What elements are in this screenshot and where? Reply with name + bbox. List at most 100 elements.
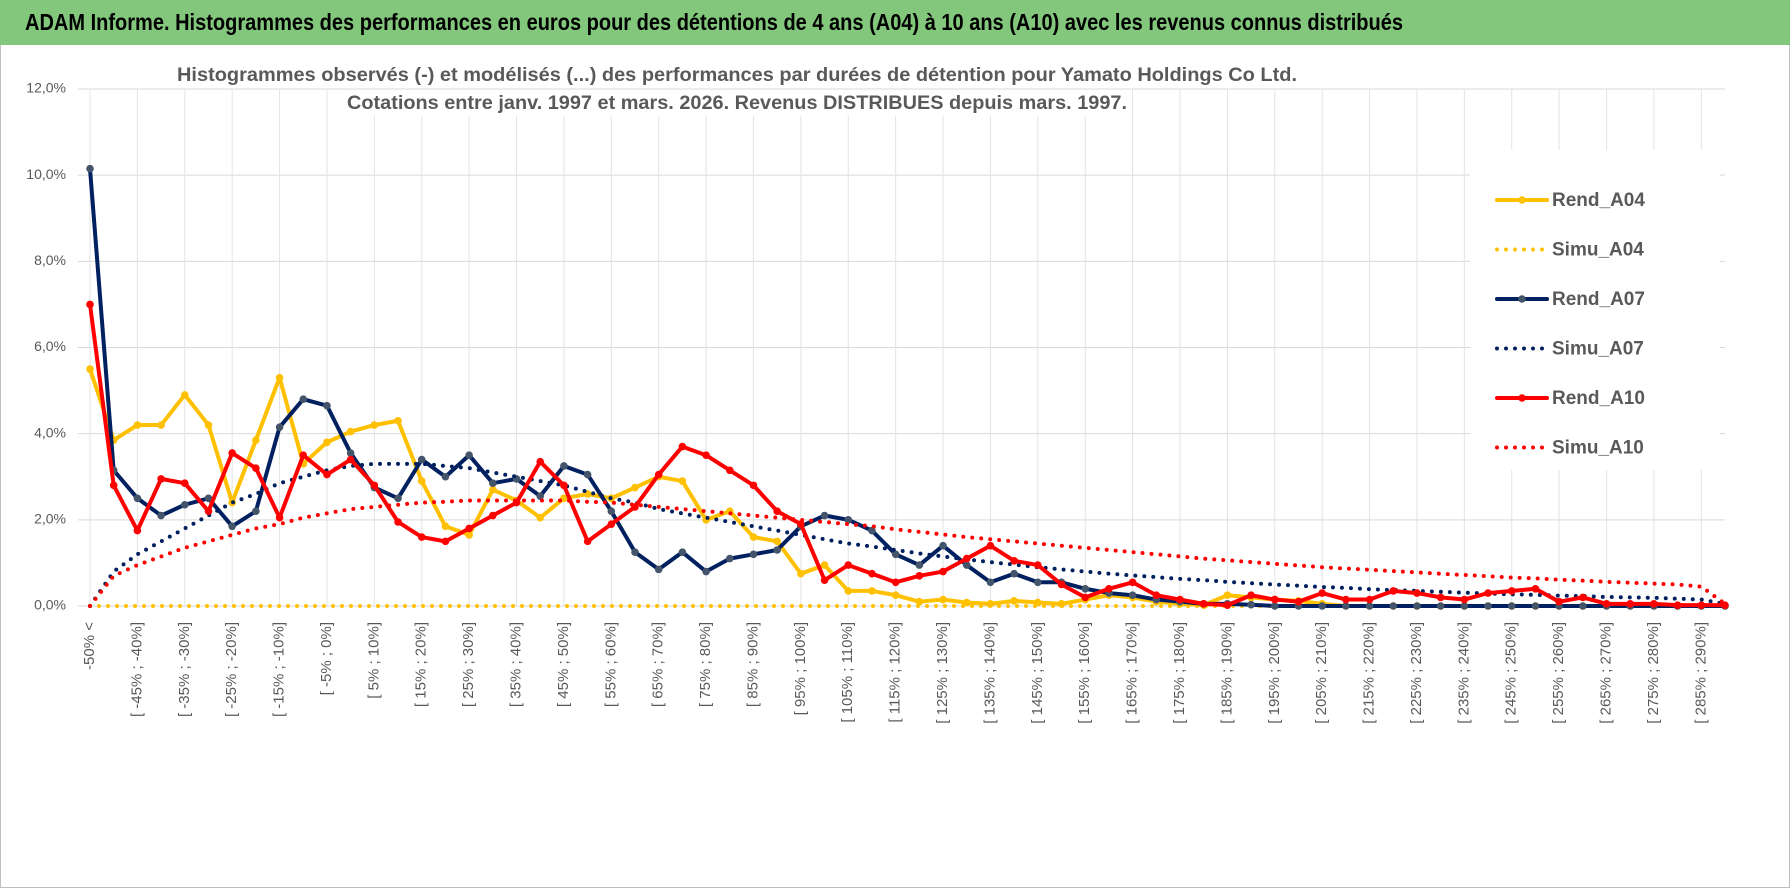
x-tick-label: [ 275% ; 280%]	[1645, 622, 1662, 724]
x-tick-label: [ -35% ; -30%]	[176, 622, 193, 717]
marker	[773, 537, 781, 546]
legend-marker	[1518, 394, 1526, 402]
x-tick-label: [ 255% ; 260%]	[1550, 622, 1567, 724]
marker	[417, 477, 426, 485]
marker	[417, 455, 426, 464]
x-tick-label: [ 25% ; 30%]	[460, 622, 477, 707]
marker	[1579, 593, 1587, 602]
x-tick-label: [ 75% ; 80%]	[697, 622, 714, 707]
marker	[536, 513, 545, 522]
marker	[1389, 602, 1398, 610]
x-tick-label: [ -15% ; -10%]	[271, 622, 288, 717]
legend-label: Rend_A10	[1552, 388, 1645, 409]
x-tick-label: -50% <	[81, 622, 98, 670]
marker	[1626, 600, 1635, 608]
marker	[1199, 600, 1208, 608]
legend-bg	[1470, 150, 1720, 470]
marker	[394, 518, 402, 526]
marker	[654, 565, 663, 574]
legend-label: Simu_A07	[1552, 339, 1644, 360]
x-tick-label: [ -45% ; -40%]	[128, 622, 145, 717]
marker	[1697, 601, 1706, 609]
marker	[394, 416, 402, 425]
marker	[654, 470, 663, 479]
marker	[1579, 602, 1587, 610]
marker	[252, 507, 260, 516]
x-tick-label: [ 145% ; 150%]	[1029, 622, 1046, 724]
marker	[939, 541, 947, 550]
marker	[1318, 589, 1326, 597]
marker	[1247, 600, 1255, 609]
marker	[1436, 593, 1445, 602]
marker	[489, 511, 497, 520]
marker	[560, 494, 568, 503]
y-tick-label: 12,0%	[26, 80, 66, 96]
legend: Rend_A04 Simu_A04 Rend_A07 Simu_A07 Rend_A10…	[1495, 190, 1645, 459]
marker	[1128, 591, 1137, 600]
marker	[1081, 593, 1090, 602]
y-tick-label: 0,0%	[34, 597, 66, 613]
marker	[1460, 595, 1469, 604]
marker	[1342, 595, 1350, 604]
marker	[749, 533, 758, 541]
marker	[820, 576, 829, 584]
marker	[109, 481, 118, 490]
x-tick-label: [ 195% ; 200%]	[1266, 622, 1283, 724]
marker	[1484, 589, 1492, 597]
marker	[986, 578, 995, 587]
marker	[346, 455, 355, 464]
marker	[323, 470, 331, 479]
marker	[275, 373, 284, 382]
marker	[1128, 578, 1137, 587]
marker	[275, 423, 284, 432]
marker	[1413, 602, 1421, 610]
marker	[725, 466, 734, 475]
marker	[86, 365, 94, 373]
x-tick-label: [ 125% ; 130%]	[934, 622, 951, 724]
marker	[1531, 584, 1540, 593]
header: ADAM Informe. Histogrammes des performan…	[25, 9, 1403, 35]
x-tick-label: [ 85% ; 90%]	[744, 622, 761, 707]
marker	[1507, 602, 1516, 610]
marker	[1555, 597, 1563, 606]
x-tick-label: [ 45% ; 50%]	[555, 622, 572, 707]
marker	[939, 595, 947, 604]
x-tick-label: [ 55% ; 60%]	[602, 622, 619, 707]
marker	[607, 507, 616, 516]
marker	[915, 597, 924, 606]
marker	[725, 554, 734, 563]
marker	[465, 524, 473, 533]
header-bar	[0, 0, 1790, 45]
marker	[1223, 591, 1232, 600]
marker	[1176, 595, 1184, 604]
marker	[441, 537, 450, 546]
y-tick-label: 8,0%	[34, 252, 66, 268]
marker	[370, 481, 379, 490]
marker	[489, 485, 497, 494]
marker	[86, 300, 94, 309]
marker	[1270, 602, 1279, 610]
marker	[228, 522, 236, 531]
marker	[1247, 591, 1255, 600]
marker	[868, 569, 876, 578]
marker	[536, 492, 545, 500]
marker	[891, 591, 900, 600]
marker	[1342, 602, 1350, 610]
marker	[797, 569, 805, 578]
marker	[204, 507, 213, 516]
x-tick-label: [ 175% ; 180%]	[1171, 622, 1188, 724]
marker	[465, 451, 473, 460]
marker	[346, 427, 355, 436]
marker	[1365, 602, 1374, 610]
chart-subtitle: Cotations entre janv. 1997 et mars. 2026…	[347, 93, 1127, 114]
marker	[631, 483, 639, 492]
marker	[1010, 569, 1018, 578]
y-tick-label: 4,0%	[34, 424, 66, 440]
marker	[323, 438, 331, 447]
marker	[1413, 589, 1421, 597]
x-tick-label: [ 245% ; 250%]	[1503, 622, 1520, 724]
marker	[1152, 591, 1161, 600]
marker	[252, 464, 260, 472]
marker	[299, 395, 308, 404]
legend-label: Rend_A04	[1552, 190, 1645, 211]
